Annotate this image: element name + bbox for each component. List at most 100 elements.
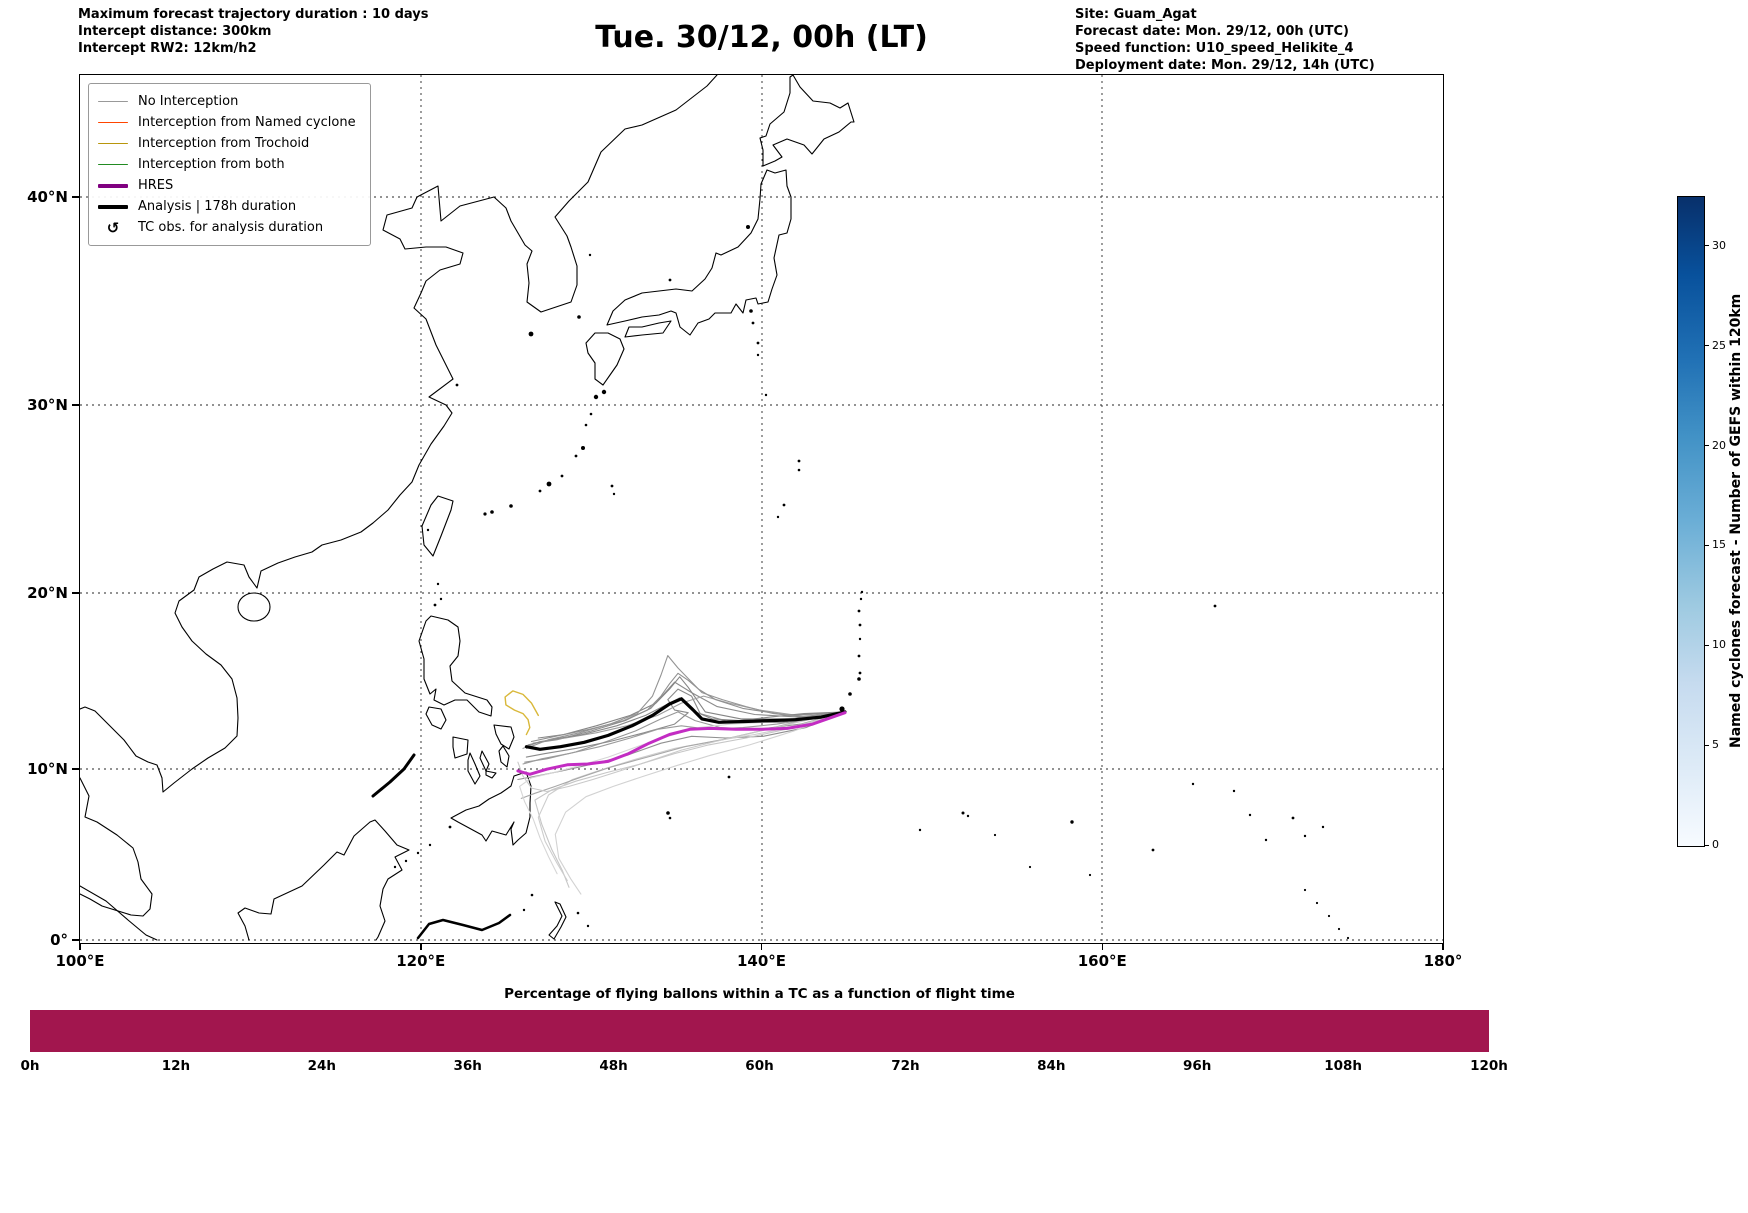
- legend-swatch: [98, 183, 128, 188]
- legend-item-label: Analysis | 178h duration: [138, 199, 297, 214]
- coast-taiwan: [421, 495, 454, 557]
- forecast-date-text: Forecast date: Mon. 29/12, 00h (UTC): [1075, 24, 1350, 39]
- legend-item: Interception from both: [98, 154, 356, 175]
- x-tick-mark: [420, 943, 422, 950]
- coast-korea: [493, 75, 718, 313]
- trajectory-gefs-member-no-interception-: [534, 711, 846, 888]
- legend-swatch: [98, 142, 128, 145]
- coast-samar: [493, 724, 515, 750]
- x-tick-mark: [1442, 943, 1444, 950]
- trajectory-gefs-member-no-interception-: [537, 711, 846, 882]
- legend-item: No Interception: [98, 91, 356, 112]
- site-text: Site: Guam_Agat: [1075, 7, 1197, 22]
- bottom-tick-label: 48h: [599, 1058, 628, 1074]
- coast-hokkaido: [759, 75, 855, 167]
- gridlines: [80, 75, 1443, 943]
- y-tick-label: 10°N: [27, 760, 68, 779]
- y-tick-label: 0°: [50, 931, 68, 949]
- bottom-tick-label: 12h: [161, 1058, 191, 1074]
- colorbar-tick-mark: [1704, 445, 1709, 447]
- trajectory-gefs-member-no-interception-: [522, 695, 846, 749]
- coast-luzon: [418, 615, 493, 717]
- island-dots: [393, 225, 1350, 940]
- legend-item-label: TC obs. for analysis duration: [138, 220, 324, 235]
- bottom-tick-label: 96h: [1182, 1058, 1212, 1074]
- colorbar-tick-mark: [1704, 245, 1709, 247]
- x-tick-label: 120°E: [396, 952, 446, 970]
- intercept-distance-text: Intercept distance: 300km: [78, 24, 272, 39]
- trajectories-layer: [504, 655, 847, 895]
- x-tick-mark: [760, 943, 763, 950]
- coast-sulawesi: [416, 913, 512, 940]
- bottom-tick-label: 24h: [307, 1058, 336, 1074]
- trajectory-gefs-member-no-interception-: [519, 711, 846, 875]
- legend-swatch: [98, 100, 128, 103]
- coast-hainan: [237, 592, 271, 622]
- y-tick-label: 40°N: [27, 188, 68, 206]
- bottom-tick-label: 120h: [1470, 1058, 1508, 1074]
- trajectory-trochoid-loop: [504, 690, 539, 736]
- x-tick-mark: [1101, 943, 1103, 950]
- colorbar-tick-mark: [1704, 345, 1709, 347]
- x-tick-label: 100°E: [55, 952, 105, 970]
- coast-panay: [452, 736, 469, 759]
- legend-item: Analysis | 178h duration: [98, 196, 356, 217]
- trajectory-analysis-178h-duration: [524, 697, 847, 751]
- legend-item: ↺ TC obs. for analysis duration: [98, 217, 356, 238]
- bottom-tick-label: 0h: [20, 1058, 40, 1074]
- figure-title: Tue. 30/12, 00h (LT): [595, 20, 928, 55]
- bottom-tick-label: 72h: [891, 1058, 920, 1074]
- trajectory-gefs-member-no-interception-: [532, 681, 846, 744]
- colorbar-tick-label: 0: [1712, 838, 1719, 851]
- legend-item-label: Interception from Named cyclone: [138, 115, 356, 130]
- colorbar-tick-label: 30: [1712, 238, 1726, 252]
- colorbar-tick-mark: [1704, 644, 1709, 646]
- coast-borneo: [237, 819, 410, 941]
- legend-item-label: No Interception: [138, 94, 239, 109]
- max-duration-text: Maximum forecast trajectory duration : 1…: [78, 7, 429, 22]
- coast-bohol: [485, 770, 497, 779]
- y-tick-mark: [72, 592, 79, 594]
- y-tick-label: 30°N: [27, 396, 68, 415]
- trajectory-gefs-member-no-interception-: [522, 711, 846, 765]
- y-tick-mark: [72, 939, 79, 941]
- y-tick-mark: [72, 768, 79, 770]
- legend-item-label: Interception from both: [138, 157, 285, 172]
- coast-sumatra: [80, 885, 158, 941]
- bottom-tick-label: 36h: [453, 1058, 482, 1074]
- legend-swatch: [98, 163, 128, 166]
- colorbar-tick-label: 25: [1712, 338, 1726, 352]
- legend-swatch: [98, 121, 128, 124]
- colorbar-tick-label: 5: [1712, 738, 1719, 752]
- y-tick-mark: [72, 404, 79, 406]
- bottom-tick-label: 84h: [1037, 1058, 1066, 1074]
- map-plot-area: No Interception Interception from Named c…: [79, 74, 1444, 944]
- coast-mindanao: [450, 771, 532, 846]
- legend-item-label: HRES: [138, 178, 174, 193]
- coast-shikoku: [624, 320, 672, 338]
- header-left-block: Maximum forecast trajectory duration : 1…: [78, 6, 429, 57]
- y-tick-label: 20°N: [27, 583, 68, 602]
- coastlines: [80, 75, 855, 941]
- legend-item-label: Interception from Trochoid: [138, 136, 310, 151]
- tc-obs-symbol-icon: ↺: [106, 218, 120, 237]
- x-tick-label: 160°E: [1077, 952, 1127, 970]
- trajectory-gefs-member-no-interception-: [517, 711, 846, 793]
- trajectory-gefs-member-no-interception-: [525, 655, 846, 749]
- coast-mainland-asia: [80, 185, 495, 793]
- colorbar-tick-mark: [1704, 844, 1709, 846]
- bottom-tick-label: 60h: [745, 1058, 774, 1074]
- x-tick-label: 180°: [1423, 952, 1463, 970]
- colorbar-label: Named cyclones forecast - Number of GEFS…: [1728, 293, 1744, 748]
- coast-kyushu: [585, 332, 625, 386]
- y-tick-mark: [72, 196, 79, 198]
- legend-item: Interception from Named cyclone: [98, 112, 356, 133]
- trajectory-gefs-member-no-interception-: [554, 711, 846, 895]
- coast-honshu: [606, 169, 792, 336]
- bottom-chart-title: Percentage of flying ballons within a TC…: [504, 986, 1015, 1002]
- coast-halmahera: [548, 901, 567, 940]
- map-svg: [80, 75, 1443, 943]
- deployment-date-text: Deployment date: Mon. 29/12, 14h (UTC): [1075, 58, 1375, 73]
- map-legend: No Interception Interception from Named c…: [88, 83, 371, 246]
